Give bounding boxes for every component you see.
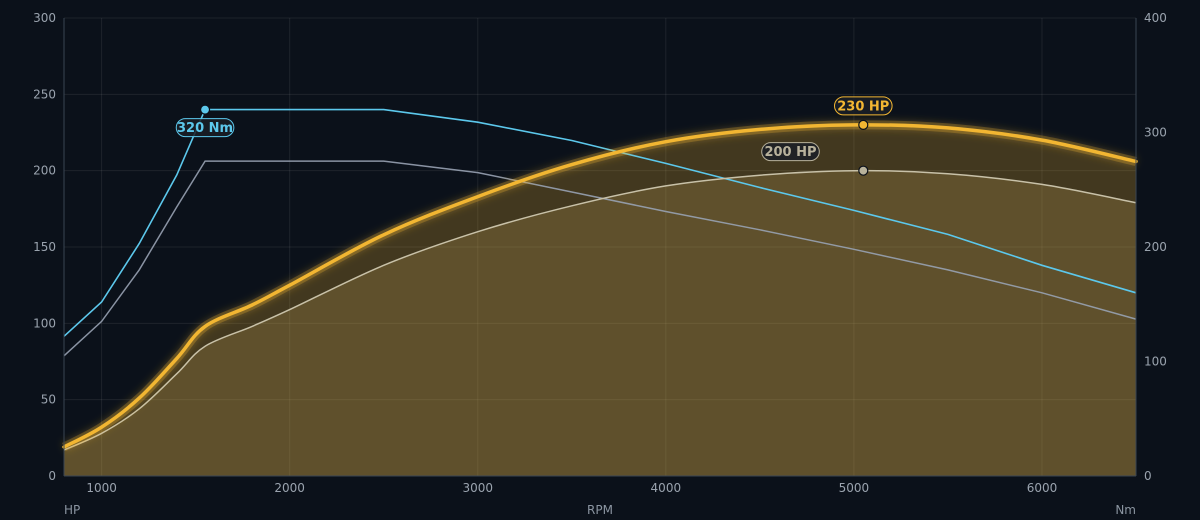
annotation-label: 230 HP <box>837 99 889 114</box>
y-left-tick-label: 50 <box>41 393 56 407</box>
x-tick-label: 1000 <box>86 481 117 495</box>
hp-area <box>64 124 1136 476</box>
axes <box>63 18 1137 477</box>
hp-stock-area <box>64 170 1136 476</box>
y-right-tick-label: 100 <box>1144 355 1167 369</box>
torque-stock-line <box>63 160 1137 357</box>
annotation-marker <box>858 119 869 130</box>
annotation-marker <box>858 165 869 176</box>
x-axis-title: RPM <box>587 503 613 517</box>
annotation-label: 320 Nm <box>177 121 233 136</box>
y-right-tick-label: 200 <box>1144 240 1167 254</box>
area-fills <box>64 124 1136 476</box>
hp-stock-line <box>63 169 1137 451</box>
y-left-tick-label: 250 <box>33 87 56 101</box>
x-tick-label: 5000 <box>839 481 870 495</box>
right-axis-unit-label: Nm <box>1115 503 1136 517</box>
y-left-tick-label: 300 <box>33 11 56 25</box>
annotation-label: 200 HP <box>764 145 816 160</box>
hp-line <box>62 123 1138 449</box>
series-lines <box>61 108 1138 452</box>
annotation-badge <box>833 96 893 116</box>
annotation-badge <box>761 142 820 162</box>
annotation-badge <box>175 118 235 138</box>
x-tick-label: 4000 <box>651 481 682 495</box>
torque-line <box>63 108 1137 337</box>
y-right-tick-label: 300 <box>1144 126 1167 140</box>
x-tick-label: 2000 <box>274 481 305 495</box>
annotation-marker <box>199 104 211 115</box>
y-right-tick-label: 0 <box>1144 469 1152 483</box>
y-left-tick-label: 150 <box>33 240 56 254</box>
x-tick-label: 3000 <box>462 481 493 495</box>
y-left-tick-label: 0 <box>48 469 56 483</box>
left-axis-unit-label: HP <box>64 503 80 517</box>
y-left-tick-label: 100 <box>33 316 56 330</box>
annotations: 230 HP 200 HP 320 Nm <box>175 96 893 176</box>
x-tick-label: 6000 <box>1027 481 1058 495</box>
grid <box>64 17 1136 477</box>
y-right-tick-label: 400 <box>1144 11 1167 25</box>
y-left-tick-label: 200 <box>33 164 56 178</box>
